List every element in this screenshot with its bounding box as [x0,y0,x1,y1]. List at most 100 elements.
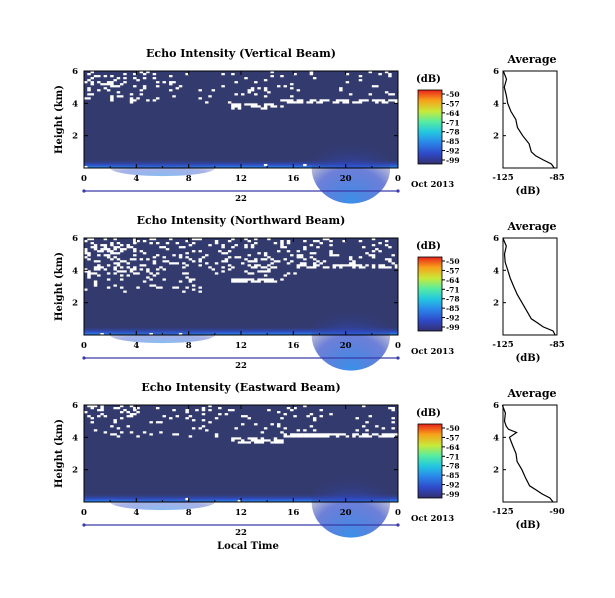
x-tick-label: 0 [81,508,87,518]
colorbar [417,89,443,165]
y-axis-label: Height (km) [54,252,65,321]
panel-title: Echo Intensity (Eastward Beam) [141,381,340,394]
missing-data-pixels [84,71,399,169]
colorbar-tick-label: -50 [446,90,460,99]
avg-x-tick-label: -125 [492,507,513,517]
colorbar-tick-label: -57 [446,266,460,275]
x-tick-label: 0 [395,508,401,518]
low-echo-layer [84,159,398,168]
date-month-label: Oct 2013 [411,514,454,524]
x-tick-label: 0 [81,174,87,184]
average-title: Average [506,53,556,66]
x-tick-label: 12 [235,174,247,184]
colorbar-tick-label: -64 [446,109,460,118]
x-tick-label: 16 [287,174,299,184]
colorbar-tick-label: -99 [446,156,460,165]
colorbar-unit: (dB) [416,74,441,85]
colorbar-tick-label: -99 [446,490,460,499]
colorbar [417,256,443,332]
low-echo-layer [84,326,398,335]
colorbar-tick-label: -71 [446,118,460,127]
colorbar-tick-label: -99 [446,323,460,332]
x-tick-label: 4 [133,341,139,351]
x-tick-label: 12 [235,508,247,518]
avg-x-axis-label: (dB) [516,353,541,364]
y-axis-label: Height (km) [54,419,65,488]
average-frame [502,70,558,169]
avg-y-tick-label: 4 [493,266,499,276]
y-tick-label: 4 [72,433,78,443]
colorbar-tick-label: -50 [446,257,460,266]
panel-eastward: Echo Intensity (Eastward Beam) 0 4 8 12 16 20 0… [54,381,565,552]
low-echo-layer [84,493,398,502]
colorbar-tick-label: -64 [446,276,460,285]
missing-data-pixels [84,238,399,336]
colorbar-tick-label: -50 [446,424,460,433]
panel-vertical: Echo Intensity (Vertical Beam) 0 4 8 12 16 20 0… [54,47,565,204]
avg-y-tick-label: 6 [493,234,499,244]
date-month-label: Oct 2013 [411,180,454,190]
colorbar [417,423,443,499]
avg-x-tick-label: -85 [549,340,564,350]
avg-x-tick-label: -125 [492,340,513,350]
avg-y-tick-label: 4 [493,433,499,443]
colorbar-tick-label: -85 [446,137,460,146]
y-tick-label: 6 [72,401,78,411]
colorbar-tick-label: -57 [446,433,460,442]
colorbar-tick-label: -92 [446,314,460,323]
avg-x-tick-label: -85 [549,173,564,183]
missing-data-pixels [84,405,399,503]
date-day-label: 22 [235,194,247,204]
y-tick-label: 4 [72,99,78,109]
average-frame [502,404,558,503]
avg-x-tick-label: -90 [549,507,564,517]
avg-y-tick-label: 6 [493,401,499,411]
avg-y-tick-label: 4 [493,99,499,109]
avg-y-tick-label: 2 [493,466,499,476]
y-axis-label: Height (km) [54,85,65,154]
avg-x-axis-label: (dB) [516,520,541,531]
colorbar-tick-label: -78 [446,462,460,471]
y-tick-label: 6 [72,234,78,244]
x-tick-label: 0 [395,174,401,184]
panel-title: Echo Intensity (Northward Beam) [137,214,346,227]
colorbar-unit: (dB) [416,408,441,419]
x-tick-label: 16 [287,341,299,351]
y-tick-label: 2 [72,132,78,142]
x-axis-label: Local Time [217,541,279,552]
avg-y-tick-label: 2 [493,299,499,309]
avg-y-tick-label: 6 [493,67,499,77]
date-day-label: 22 [235,361,247,371]
colorbar-tick-label: -71 [446,285,460,294]
x-tick-label: 4 [133,174,139,184]
colorbar-tick-label: -92 [446,147,460,156]
average-title: Average [506,220,556,233]
y-tick-label: 6 [72,67,78,77]
colorbar-tick-label: -78 [446,128,460,137]
colorbar-tick-label: -71 [446,452,460,461]
colorbar-unit: (dB) [416,241,441,252]
avg-x-axis-label: (dB) [516,186,541,197]
y-tick-label: 2 [72,299,78,309]
x-tick-label: 12 [235,341,247,351]
x-tick-label: 8 [186,174,192,184]
average-profile-line [501,404,554,503]
x-tick-label: 20 [340,341,352,351]
date-month-label: Oct 2013 [411,347,454,357]
x-tick-label: 0 [395,341,401,351]
panel-title: Echo Intensity (Vertical Beam) [146,47,336,60]
average-frame [502,237,558,336]
average-title: Average [506,387,556,400]
colorbar-tick-label: -64 [446,443,460,452]
colorbar-tick-label: -57 [446,99,460,108]
avg-x-tick-label: -125 [492,173,513,183]
x-tick-label: 8 [186,341,192,351]
colorbar-tick-label: -92 [446,481,460,490]
avg-y-tick-label: 2 [493,132,499,142]
x-tick-label: 20 [340,508,352,518]
x-tick-label: 16 [287,508,299,518]
x-tick-label: 20 [340,174,352,184]
y-tick-label: 2 [72,466,78,476]
x-tick-label: 8 [186,508,192,518]
